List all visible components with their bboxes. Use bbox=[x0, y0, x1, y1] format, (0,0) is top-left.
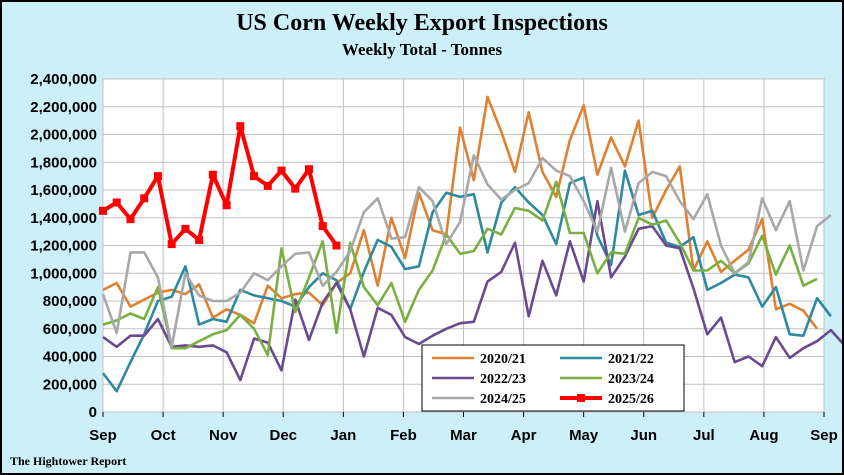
series-point-2025-26 bbox=[277, 166, 286, 175]
legend-label: 2021/22 bbox=[608, 352, 654, 367]
y-tick-label: 1,600,000 bbox=[30, 182, 97, 199]
legend-marker bbox=[577, 394, 585, 402]
series-point-2025-26 bbox=[250, 172, 259, 181]
x-tick-label: Feb bbox=[390, 427, 417, 444]
series-line-2022-23 bbox=[102, 199, 842, 382]
series-point-2025-26 bbox=[140, 194, 149, 203]
y-tick-label: 1,800,000 bbox=[30, 154, 97, 171]
series-point-2025-26 bbox=[167, 240, 176, 249]
y-tick-label: 200,000 bbox=[43, 376, 97, 393]
y-tick-label: 2,400,000 bbox=[30, 71, 97, 88]
series-line-2020-21 bbox=[102, 95, 819, 330]
y-tick-label: 400,000 bbox=[43, 349, 97, 366]
y-tick-label: 1,200,000 bbox=[30, 238, 97, 255]
series-point-2025-26 bbox=[263, 181, 272, 190]
legend-label: 2022/23 bbox=[480, 372, 526, 387]
legend: 2020/21 2021/22 2022/23 2023/24 2024/25 2025/… bbox=[421, 344, 685, 412]
x-axis-ticks: Sep Oct Nov Dec Jan Feb Mar Apr May Jun Jul Aug Sep bbox=[89, 412, 838, 444]
gridlines bbox=[102, 78, 825, 413]
series-point-2025-26 bbox=[181, 224, 190, 233]
series-point-2025-26 bbox=[112, 198, 121, 207]
y-tick-label: 2,000,000 bbox=[30, 127, 97, 144]
series-lines bbox=[99, 95, 842, 393]
x-tick-label: Jan bbox=[330, 427, 356, 444]
x-tick-label: Aug bbox=[749, 427, 778, 444]
chart-title: US Corn Weekly Export Inspections bbox=[236, 10, 608, 36]
series-point-2025-26 bbox=[236, 122, 245, 131]
y-tick-label: 800,000 bbox=[43, 293, 97, 310]
series-line-2021-22 bbox=[101, 169, 832, 393]
series-point-2025-26 bbox=[291, 184, 300, 193]
legend-label: 2023/24 bbox=[608, 372, 654, 387]
series-point-2025-26 bbox=[126, 215, 135, 224]
series-line-2023-24 bbox=[102, 180, 818, 357]
series-point-2025-26 bbox=[222, 201, 231, 210]
x-tick-label: Sep bbox=[89, 427, 117, 444]
series-point-2025-26 bbox=[99, 206, 107, 215]
x-tick-label: Dec bbox=[269, 427, 297, 444]
x-tick-label: Apr bbox=[511, 427, 537, 444]
legend-label: 2025/26 bbox=[608, 392, 654, 407]
series-point-2025-26 bbox=[208, 170, 217, 179]
y-tick-label: 1,000,000 bbox=[30, 265, 97, 282]
legend-label: 2020/21 bbox=[480, 352, 526, 367]
series-point-2025-26 bbox=[318, 222, 327, 231]
y-axis-ticks: 0 200,000 400,000 600,000 800,000 1,000,000 1,… bbox=[30, 71, 97, 421]
y-tick-label: 2,200,000 bbox=[30, 99, 97, 116]
y-tick-label: 1,400,000 bbox=[30, 210, 97, 227]
x-tick-label: Mar bbox=[450, 427, 477, 444]
series-point-2025-26 bbox=[195, 235, 204, 244]
series-point-2025-26 bbox=[305, 165, 313, 174]
series-line-2024-25 bbox=[101, 154, 832, 349]
chart-subtitle: Weekly Total - Tonnes bbox=[341, 40, 503, 59]
series-point-2025-26 bbox=[332, 241, 341, 250]
legend-label: 2024/25 bbox=[480, 392, 526, 407]
series-point-2025-26 bbox=[153, 172, 162, 181]
source-credit: The Hightower Report bbox=[10, 454, 127, 468]
y-tick-label: 0 bbox=[89, 404, 97, 421]
x-tick-label: May bbox=[569, 427, 599, 444]
x-tick-label: Jul bbox=[693, 427, 715, 444]
x-tick-label: Sep bbox=[810, 427, 838, 444]
x-tick-label: Jun bbox=[630, 427, 657, 444]
x-tick-label: Nov bbox=[209, 427, 238, 444]
y-tick-label: 600,000 bbox=[43, 321, 97, 338]
x-tick-label: Oct bbox=[151, 427, 176, 444]
